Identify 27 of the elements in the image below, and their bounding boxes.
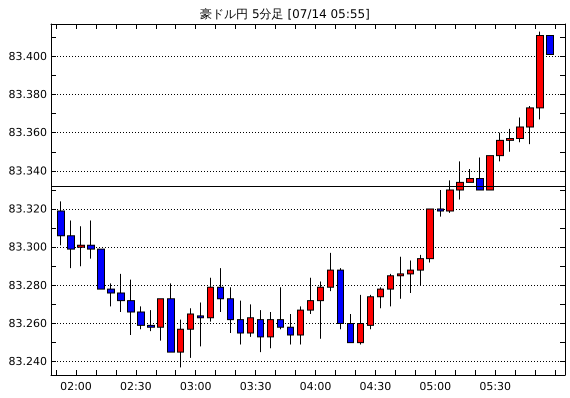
chart-title: 豪ドル円 5分足 [07/14 05:55]	[200, 7, 370, 21]
x-tick-label: 03:30	[240, 380, 272, 393]
candlestick	[357, 294, 364, 345]
x-tick-label: 05:30	[479, 380, 512, 393]
y-tick-label: 83.300	[8, 240, 47, 254]
x-tick-label: 05:00	[419, 380, 452, 393]
candlestick	[177, 319, 184, 368]
candlestick	[297, 306, 304, 345]
candlestick	[267, 312, 274, 349]
x-tick-label: 04:30	[360, 380, 392, 393]
y-tick-label: 83.380	[8, 88, 47, 102]
candlestick	[387, 273, 394, 307]
y-tick-label: 83.280	[8, 278, 47, 292]
y-tick-label: 83.400	[8, 50, 47, 63]
x-tick-label: 02:00	[60, 380, 92, 393]
candlestick	[377, 286, 384, 309]
candlestick	[237, 300, 244, 345]
y-tick-label: 83.320	[8, 202, 47, 216]
y-tick-label: 83.240	[8, 355, 47, 368]
x-tick-label: 02:30	[120, 380, 152, 393]
y-tick-label: 83.260	[8, 316, 47, 330]
y-tick-label: 83.360	[8, 126, 47, 140]
x-tick-label: 04:00	[300, 380, 332, 393]
candlestick	[327, 252, 334, 292]
candlestick	[117, 273, 125, 313]
x-tick-label: 03:00	[180, 380, 212, 393]
y-tick-label: 83.340	[8, 164, 47, 178]
